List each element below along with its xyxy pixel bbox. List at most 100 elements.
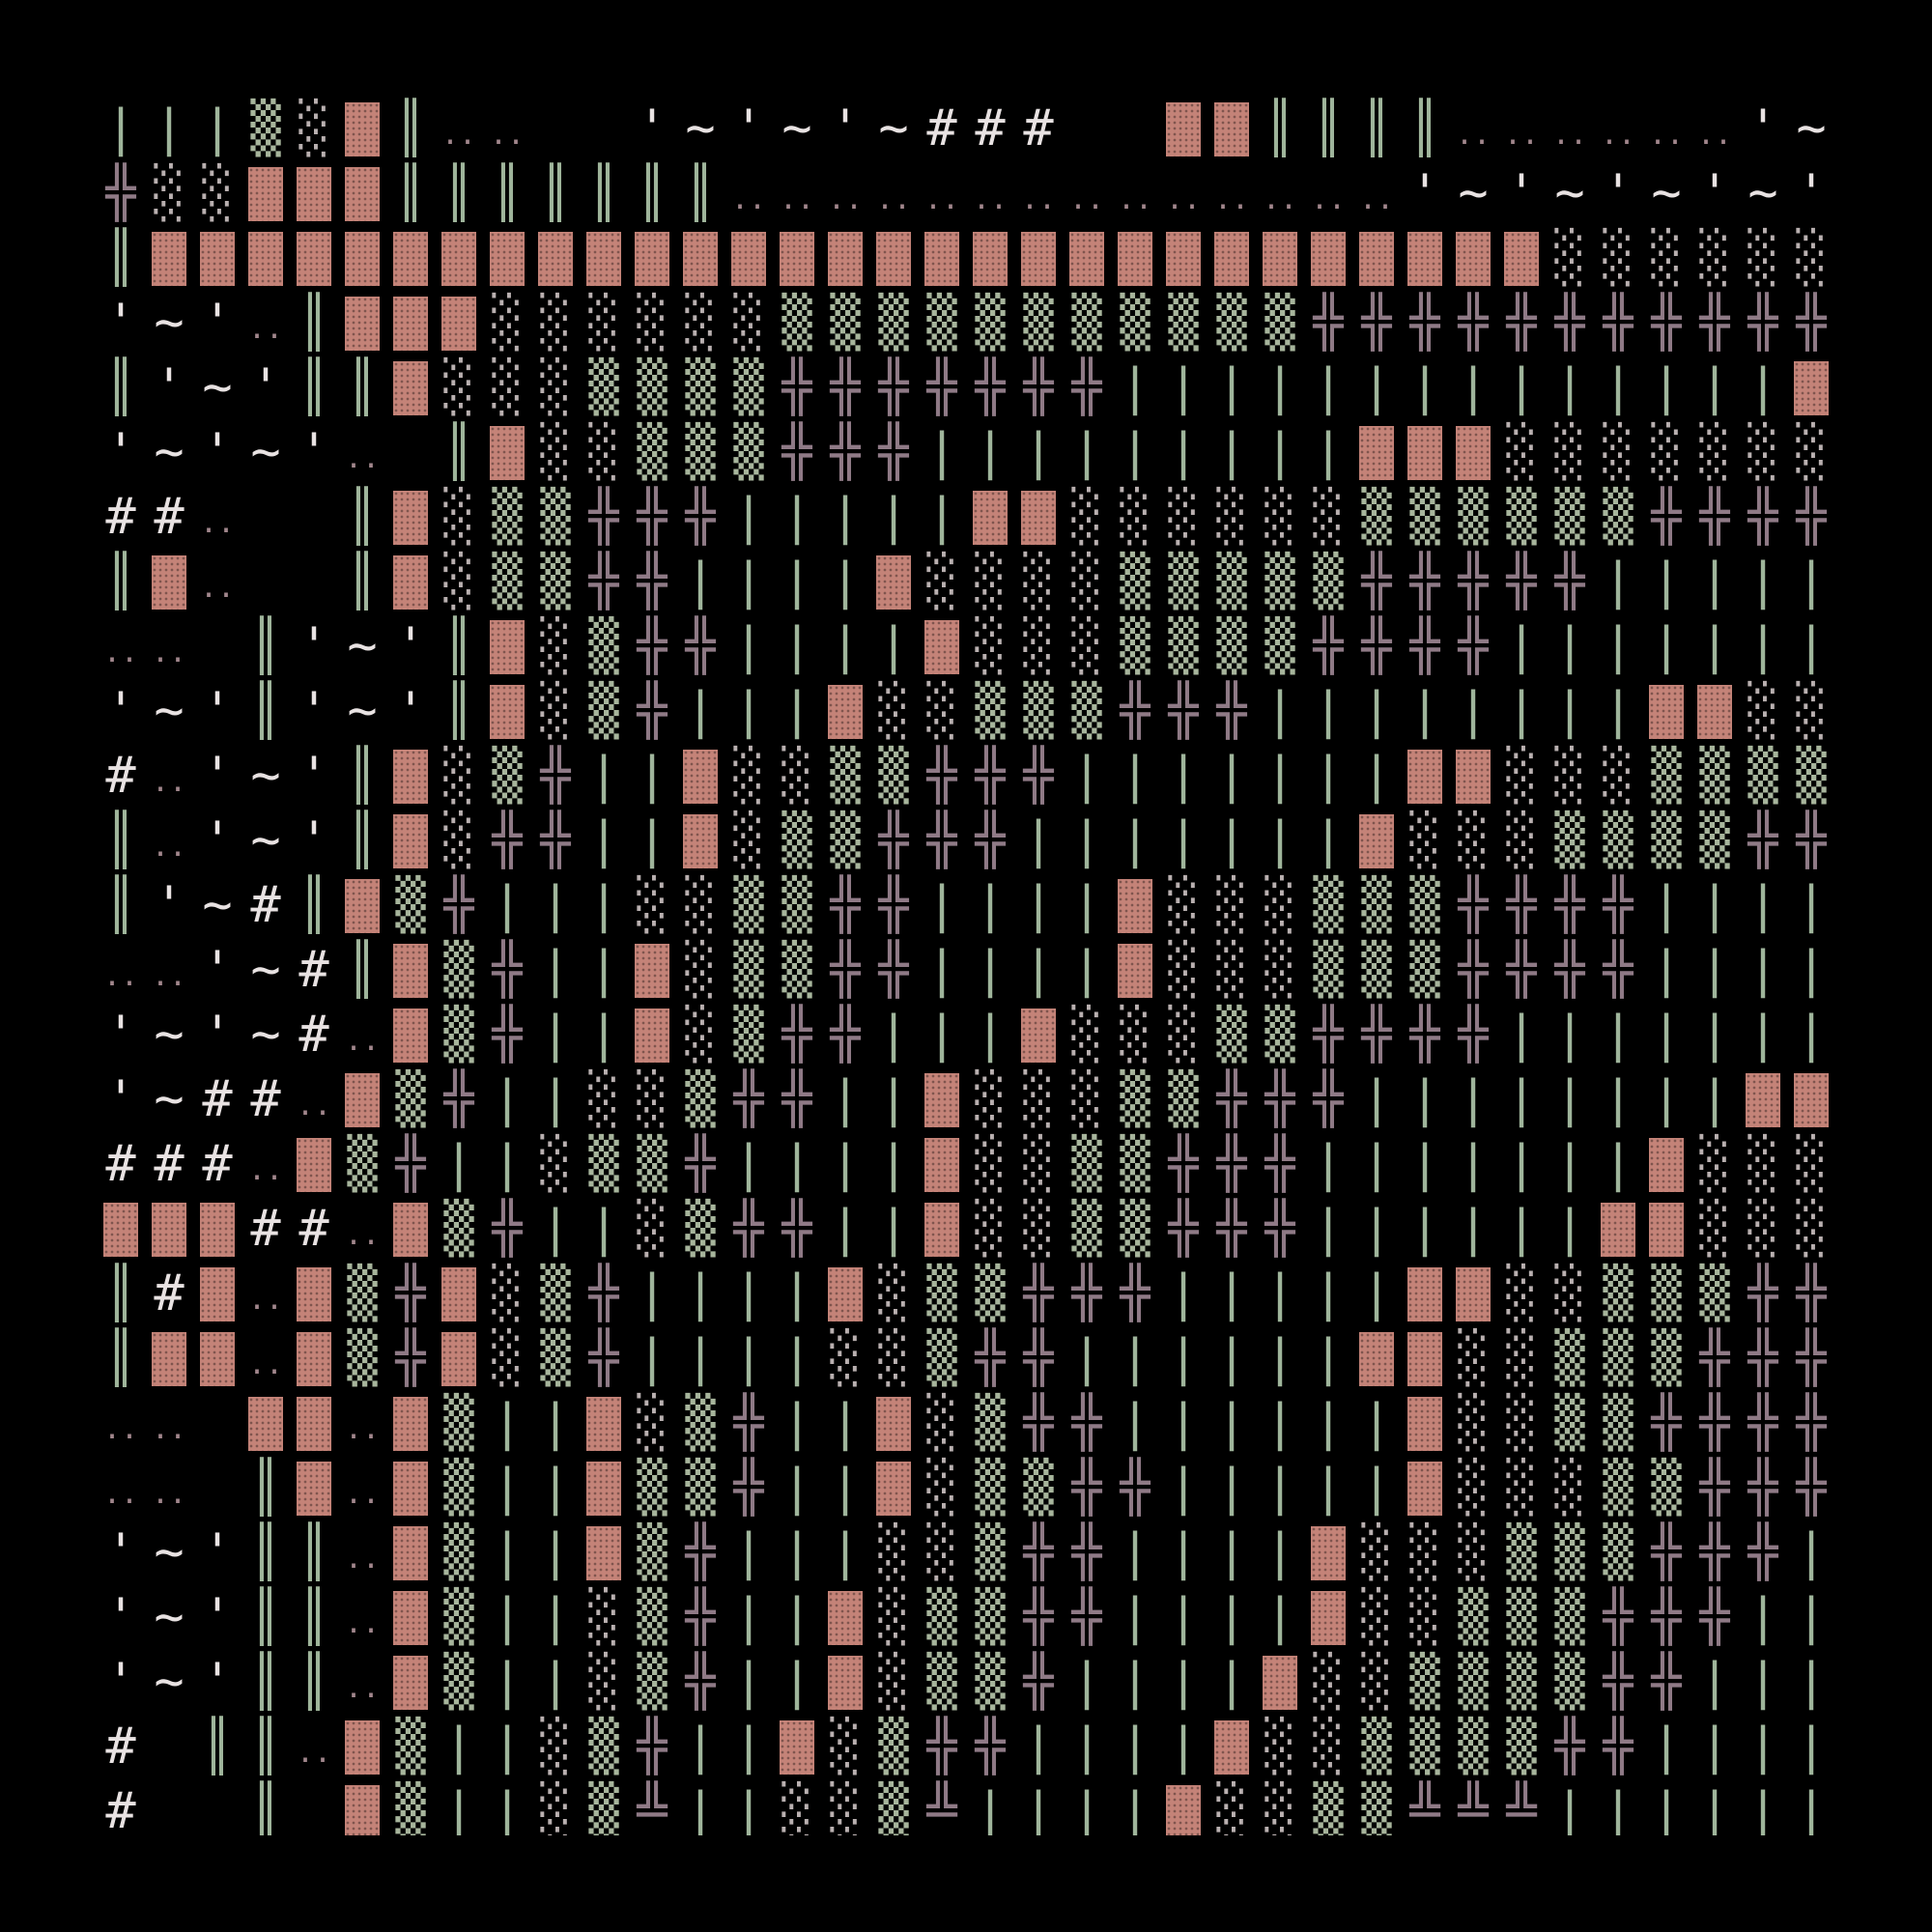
text-glyph: ╬ (781, 1006, 812, 1064)
block-fill (1407, 426, 1442, 480)
text-glyph: ▒ (1458, 1718, 1489, 1776)
block-glyph (290, 1262, 338, 1326)
text-glyph: | (1361, 1070, 1392, 1128)
text-glyph: | (1506, 1200, 1537, 1258)
text-glyph: ║ (250, 1523, 281, 1581)
block-glyph (193, 1262, 242, 1326)
ellipsis-glyph: .. (1696, 118, 1733, 152)
block-fill (248, 232, 283, 286)
text-glyph: ░ (1264, 876, 1295, 934)
text-glyph: | (926, 488, 957, 546)
text-glyph: | (878, 617, 909, 675)
text-glyph: ▒ (1216, 617, 1247, 675)
text-glyph: ║ (250, 1782, 281, 1835)
block-glyph (145, 1197, 193, 1262)
text-glyph: | (975, 423, 1006, 481)
text-glyph: ▒ (685, 1070, 716, 1128)
text-glyph: ▒ (1409, 876, 1440, 934)
text-glyph: # (202, 1135, 233, 1193)
text-glyph: ░ (637, 294, 668, 352)
text-glyph: ▒ (443, 1006, 474, 1064)
text-glyph: ▒ (830, 294, 861, 352)
text-glyph: | (1071, 1782, 1102, 1835)
text-glyph: ▒ (1554, 1653, 1585, 1711)
block-fill (1649, 1138, 1684, 1192)
text-glyph: ▒ (588, 358, 619, 416)
text-glyph: ▒ (347, 1264, 378, 1322)
block-fill (828, 1591, 863, 1645)
block-glyph (290, 1456, 338, 1520)
text-glyph: ▒ (1071, 1135, 1102, 1193)
text-glyph: ▒ (1506, 488, 1537, 546)
text-glyph: | (1071, 1653, 1102, 1711)
ellipsis-glyph: .. (344, 441, 381, 475)
block-fill (393, 297, 428, 351)
text-glyph: ░ (1554, 423, 1585, 481)
block-fill (683, 750, 718, 804)
text-glyph: | (588, 941, 619, 999)
text-glyph: ╬ (1361, 294, 1392, 352)
text-glyph: ▒ (878, 747, 909, 805)
text-glyph: ' (202, 1523, 233, 1581)
text-glyph: ╬ (1747, 1523, 1778, 1581)
text-glyph: ▒ (1603, 1264, 1634, 1322)
text-glyph: ▒ (1071, 294, 1102, 352)
text-glyph: ▒ (1216, 1006, 1247, 1064)
text-glyph: ╩ (1506, 1782, 1537, 1835)
block-glyph (145, 550, 193, 614)
text-glyph: ╬ (492, 811, 523, 869)
text-glyph: | (1554, 682, 1585, 740)
text-glyph: ▒ (781, 941, 812, 999)
text-glyph: | (1168, 1264, 1199, 1322)
text-glyph: ╩ (637, 1782, 668, 1835)
text-glyph: ▒ (1071, 1200, 1102, 1258)
text-glyph: ░ (1796, 1200, 1827, 1258)
text-glyph: ░ (878, 682, 909, 740)
text-glyph: ░ (926, 1459, 957, 1517)
text-glyph: | (1120, 1394, 1151, 1452)
block-glyph (1208, 226, 1256, 291)
text-glyph: | (733, 553, 764, 611)
block-glyph (1449, 1262, 1497, 1326)
text-glyph: ╬ (1023, 358, 1054, 416)
text-glyph: ╬ (1603, 876, 1634, 934)
text-glyph: ▒ (733, 941, 764, 999)
text-glyph: | (1023, 1782, 1054, 1835)
text-glyph: ▒ (1023, 682, 1054, 740)
text-glyph: ~ (154, 1588, 185, 1646)
text-glyph: | (492, 1070, 523, 1128)
block-fill (1118, 232, 1152, 286)
block-glyph (1594, 1197, 1642, 1262)
text-glyph: ╬ (878, 876, 909, 934)
text-glyph: | (1699, 1782, 1730, 1835)
block-fill (1746, 1073, 1780, 1127)
text-glyph: | (926, 1006, 957, 1064)
ellipsis-glyph: .. (247, 312, 284, 346)
block-glyph (1739, 1067, 1787, 1132)
text-glyph: ▒ (492, 553, 523, 611)
block-glyph (1449, 420, 1497, 485)
text-glyph: ' (298, 423, 329, 481)
block-fill (297, 232, 331, 286)
text-glyph: ║ (250, 1653, 281, 1711)
text-glyph: ▒ (1361, 876, 1392, 934)
text-glyph: | (1264, 747, 1295, 805)
block-fill (345, 232, 380, 286)
text-glyph: ╬ (830, 876, 861, 934)
block-fill (152, 555, 186, 610)
text-glyph: | (1796, 553, 1827, 611)
block-glyph (483, 420, 531, 485)
block-fill (1359, 426, 1394, 480)
text-glyph: ╬ (1554, 876, 1585, 934)
text-glyph: | (1409, 1070, 1440, 1128)
text-glyph: ░ (588, 1653, 619, 1711)
text-glyph: | (1796, 1523, 1827, 1581)
text-glyph: ' (1603, 164, 1634, 222)
block-fill (780, 1720, 814, 1775)
text-glyph: ░ (492, 1264, 523, 1322)
text-glyph: ' (395, 617, 426, 675)
text-glyph: ║ (298, 1523, 329, 1581)
text-glyph: ░ (1313, 1653, 1344, 1711)
block-glyph (869, 550, 918, 614)
block-fill (1359, 814, 1394, 868)
